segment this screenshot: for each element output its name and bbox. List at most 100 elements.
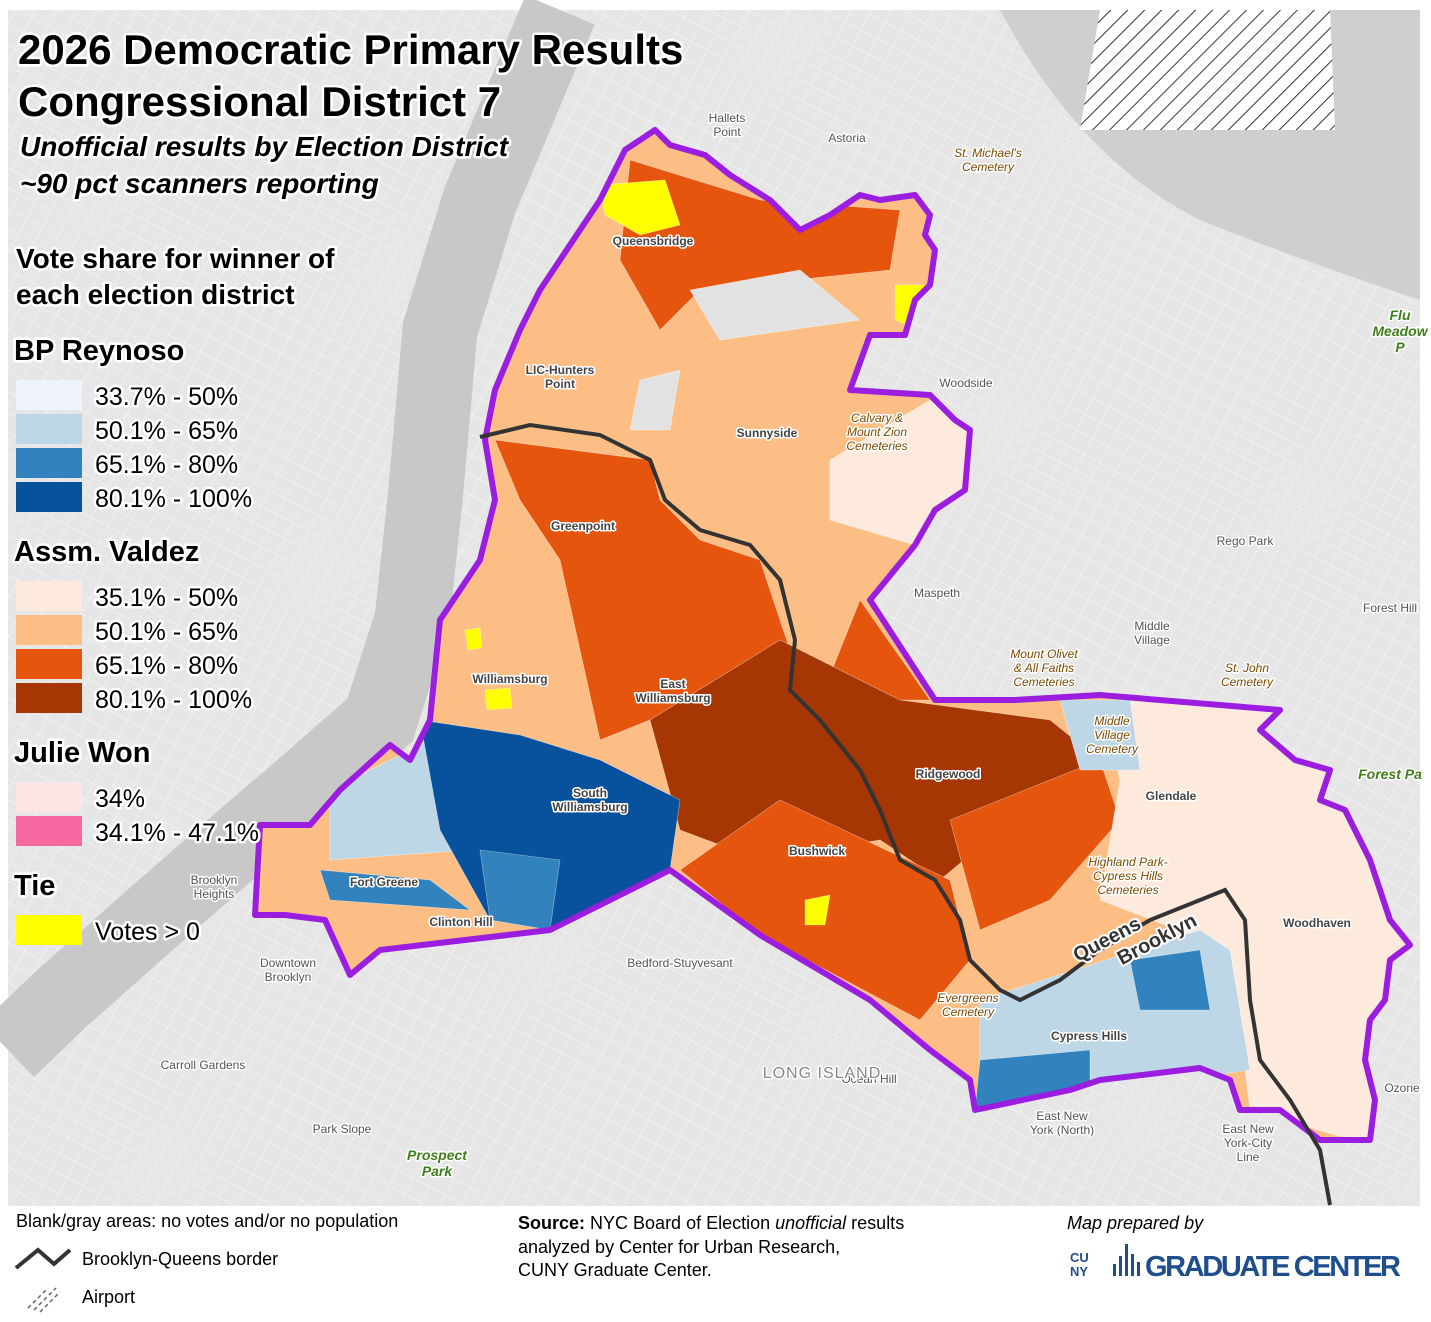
source-text: NYC Board of Election	[590, 1213, 770, 1233]
place-label: Glendale	[1146, 789, 1197, 803]
place-label: Village	[1094, 728, 1130, 742]
place-label: Woodside	[939, 376, 992, 390]
place-label: Middle	[1134, 619, 1170, 633]
place-label: Clinton Hill	[429, 915, 492, 929]
airport-icon	[27, 1287, 61, 1313]
legend-label: 33.7% - 50%	[95, 383, 238, 411]
place-label: Village	[1134, 633, 1170, 647]
subtitle: Unofficial results by Election District	[20, 131, 510, 162]
source-text: unofficial	[775, 1213, 847, 1233]
place-label: Heights	[194, 887, 235, 901]
airport	[1080, 10, 1335, 130]
place-label: Middle	[1094, 714, 1130, 728]
legend-label: Votes > 0	[95, 918, 200, 946]
note: Blank/gray areas: no votes and/or no pop…	[16, 1211, 398, 1231]
source-text: results	[851, 1213, 904, 1233]
legend-label: 65.1% - 80%	[95, 451, 238, 479]
place-label: Downtown	[260, 956, 316, 970]
place-label: Park	[422, 1163, 454, 1179]
credit: Map prepared by	[1067, 1213, 1204, 1233]
note: Brooklyn-Queens border	[82, 1249, 278, 1269]
legend-group: BP Reynoso	[14, 335, 184, 367]
place-label: Cypress Hills	[1051, 1029, 1127, 1043]
place-label: South	[573, 786, 607, 800]
footer-bg	[0, 1206, 1431, 1322]
place-label: Carroll Gardens	[161, 1058, 246, 1072]
legend-swatch	[16, 683, 82, 713]
title: Congressional District 7	[18, 78, 501, 125]
district-patch	[689, 269, 861, 341]
legend-label: 80.1% - 100%	[95, 686, 252, 714]
district-patch	[484, 687, 513, 711]
subtitle: ~90 pct scanners reporting	[20, 168, 379, 199]
legend-label: 34%	[95, 785, 145, 813]
legend-label: 65.1% - 80%	[95, 652, 238, 680]
border-icon	[14, 1247, 72, 1270]
place-label: Cemetery	[942, 1005, 995, 1019]
place-label: Meadow	[1372, 323, 1428, 339]
legend-label: 50.1% - 65%	[95, 618, 238, 646]
legend-swatch	[16, 649, 82, 679]
place-label: Cemetery	[962, 160, 1015, 174]
legend-group: Tie	[14, 870, 55, 902]
legend-label: 35.1% - 50%	[95, 584, 238, 612]
legend-swatch	[16, 414, 82, 444]
place-label: Flu	[1390, 307, 1411, 323]
district-patch	[949, 759, 1121, 931]
place-label: Fort Greene	[350, 875, 418, 889]
place-label: Williamsburg	[552, 800, 627, 814]
note: Airport	[82, 1287, 135, 1307]
legend: 2026 Democratic Primary Results Congressi…	[12, 24, 686, 949]
logo-cuny: CU	[1070, 1250, 1089, 1265]
legend-swatch	[16, 915, 82, 945]
source: analyzed by Center for Urban Research,	[518, 1237, 840, 1257]
district-patch	[464, 627, 483, 651]
place-label: Prospect	[407, 1147, 468, 1163]
place-label: Woodhaven	[1283, 916, 1351, 930]
place-label: Forest Hill	[1363, 601, 1417, 615]
source: Source: NYC Board of Election unofficial re…	[518, 1213, 904, 1233]
legend-heading: Vote share for winner of	[16, 243, 335, 274]
legend-heading: each election district	[16, 279, 295, 310]
borough-border	[479, 422, 1332, 1206]
place-label: Maspeth	[914, 586, 960, 600]
place-label: York-City	[1224, 1136, 1272, 1150]
place-label: Mount Zion	[847, 425, 907, 439]
place-label: Williamsburg	[472, 672, 547, 686]
place-label: St. Michael's	[954, 146, 1022, 160]
place-label: LIC-Hunters	[526, 363, 595, 377]
place-label: Point	[713, 125, 741, 139]
legend-group: Julie Won	[14, 737, 150, 769]
place-label: Forest Pa	[1358, 766, 1422, 782]
legend-swatch	[16, 482, 82, 512]
place-label: Bushwick	[789, 844, 845, 858]
place-label: LONG ISLAND	[763, 1065, 882, 1082]
source: CUNY Graduate Center.	[518, 1260, 712, 1280]
place-label: & All Faiths	[1014, 661, 1074, 675]
place-label: Calvary &	[851, 411, 903, 425]
logo-cuny: NY	[1070, 1264, 1088, 1279]
logo-bar	[1131, 1254, 1134, 1276]
place-label: East	[660, 677, 685, 691]
place-label: Park Slope	[313, 1122, 372, 1136]
legend-group: Assm. Valdez	[14, 536, 199, 568]
district-patch	[319, 869, 471, 911]
district-patch	[1059, 699, 1141, 771]
place-label: Bedford-Stuyvesant	[627, 956, 733, 970]
place-label: Cemetery	[1221, 675, 1274, 689]
place-label: Ozone	[1384, 1081, 1420, 1095]
legend-label: 50.1% - 65%	[95, 417, 238, 445]
place-label: Cemeteries	[1013, 675, 1074, 689]
legend-swatch	[16, 380, 82, 410]
logo-org: GRADUATE CENTER	[1145, 1251, 1401, 1283]
east-river	[0, 0, 595, 1078]
legend-swatch	[16, 782, 82, 812]
place-label: Cemeteries	[1097, 883, 1158, 897]
district-patch	[599, 179, 681, 236]
district-boundary	[252, 127, 1413, 1143]
place-label: Highland Park-	[1088, 855, 1167, 869]
place-label: Cemeteries	[846, 439, 907, 453]
